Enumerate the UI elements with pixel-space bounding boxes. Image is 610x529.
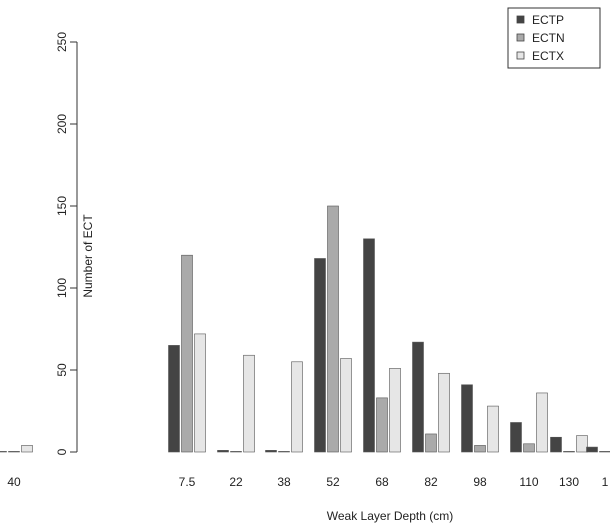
x-tick-label: 110 xyxy=(519,475,538,489)
bar-ectx-68 xyxy=(389,368,401,453)
bar-ectp-40 xyxy=(0,451,7,453)
bar-ectx-52 xyxy=(340,358,352,453)
y-tick-label: 250 xyxy=(55,32,69,52)
bar-ectn-130 xyxy=(563,451,575,453)
bar-ectn-22 xyxy=(230,451,242,453)
bar-ectx-130 xyxy=(576,435,588,453)
bar-ectx-110 xyxy=(536,392,548,453)
bar-ectn-40 xyxy=(8,451,20,453)
x-tick-label: 38 xyxy=(277,475,291,489)
bar-ectx-98 xyxy=(487,405,499,453)
x-tick-labels: 40 7.5 22 38 52 68 82 98 110 130 1 xyxy=(7,475,608,489)
y-tick-label: 50 xyxy=(55,363,69,377)
legend-label-ectn: ECTN xyxy=(532,31,565,45)
bar-ectp-68 xyxy=(363,238,375,453)
legend-label-ectx: ECTX xyxy=(532,49,564,63)
y-tick-label: 100 xyxy=(55,278,69,298)
bar-ectp-82 xyxy=(412,341,424,453)
bar-ectp-22 xyxy=(217,450,229,453)
bar-ectn-98 xyxy=(474,445,486,453)
bar-ectn-52 xyxy=(327,205,339,453)
y-tick-label: 200 xyxy=(55,114,69,134)
x-tick-label: 130 xyxy=(559,475,579,489)
bar-ectn-110 xyxy=(523,443,535,453)
legend-swatch-ectx xyxy=(516,51,525,60)
bar-ectx-82 xyxy=(438,372,450,453)
x-tick-label: 52 xyxy=(326,475,340,489)
x-tick-label: 22 xyxy=(229,475,243,489)
x-tick-label: 82 xyxy=(424,475,438,489)
legend-swatch-ectn xyxy=(516,33,525,42)
x-axis-label: Weak Layer Depth (cm) xyxy=(327,509,454,523)
bar-ectp-98 xyxy=(461,384,473,453)
bar-ectx-7.5 xyxy=(194,333,206,453)
bar-ectn-1 xyxy=(599,451,610,453)
y-tick-label: 0 xyxy=(55,448,69,455)
bar-ectx-40 xyxy=(21,445,33,453)
legend-swatch-ectp xyxy=(516,15,525,24)
x-tick-label: 7.5 xyxy=(179,475,196,489)
legend: ECTP ECTN ECTX xyxy=(507,7,601,69)
bars xyxy=(0,205,610,453)
bar-ectp-7.5 xyxy=(168,345,180,453)
bar-ectn-82 xyxy=(425,433,437,453)
x-tick-label: 98 xyxy=(473,475,487,489)
bar-ectn-7.5 xyxy=(181,254,193,453)
x-tick-label: 1 xyxy=(602,475,609,489)
legend-label-ectp: ECTP xyxy=(532,13,564,27)
bar-ectn-68 xyxy=(376,397,388,453)
bar-ectp-110 xyxy=(510,422,522,453)
bar-ectx-38 xyxy=(291,361,303,453)
bar-ectp-38 xyxy=(265,450,277,453)
bar-ectp-52 xyxy=(314,258,326,453)
x-tick-label: 68 xyxy=(375,475,389,489)
bar-ectx-22 xyxy=(243,354,255,453)
y-axis-label: Number of ECT xyxy=(81,214,95,298)
x-tick-label: 40 xyxy=(7,475,21,489)
bar-ectp-130 xyxy=(550,436,562,453)
bar-ectn-38 xyxy=(278,451,290,453)
y-axis: 0 50 100 150 200 250 xyxy=(55,32,78,455)
y-tick-label: 150 xyxy=(55,196,69,216)
bar-ectp-1 xyxy=(586,446,598,453)
